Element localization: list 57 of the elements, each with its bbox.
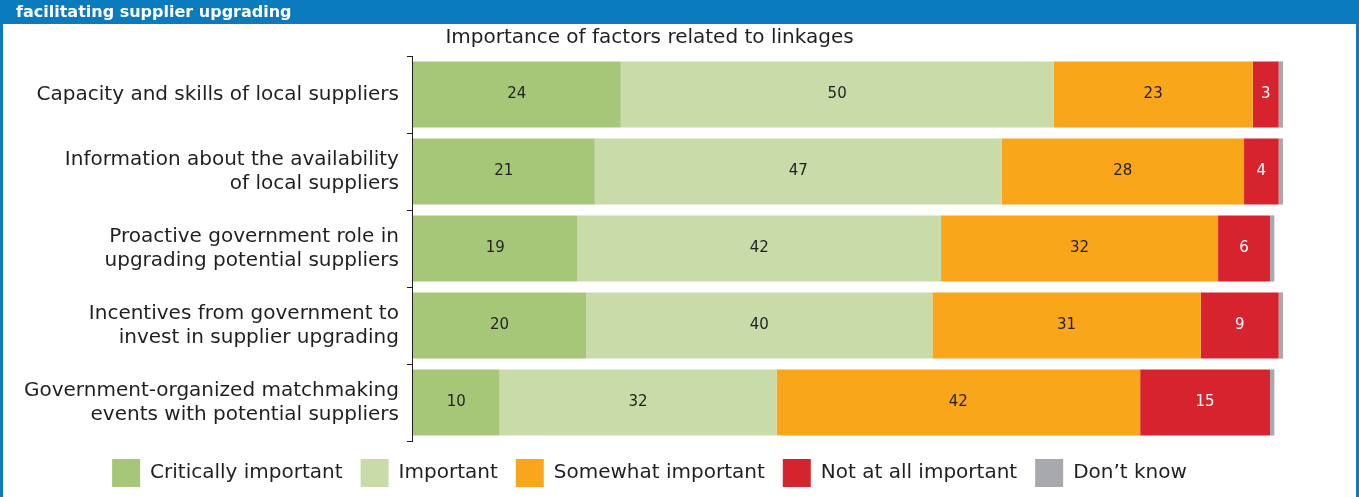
- text: facilitating supplier upgrading: [0, 0, 1359, 24]
- y-tick-label: Incentives from government to invest in supplier upgrading: [88, 299, 399, 348]
- data-label: 9: [1234, 315, 1245, 334]
- bar: [1053, 61, 1253, 128]
- data-label: 23: [1143, 84, 1163, 103]
- bar: [620, 61, 1054, 128]
- data-label: 15: [1195, 392, 1215, 411]
- legend-label: Not at all important: [820, 459, 1018, 484]
- y-tick-label: Information about the availability of local suppliers: [64, 145, 400, 194]
- data-label: 32: [628, 392, 648, 411]
- data-label: 21: [494, 161, 514, 180]
- data-label: 31: [1057, 315, 1077, 334]
- data-label: 6: [1239, 238, 1249, 257]
- chart-title: Importance of factors related to linkages: [445, 24, 854, 49]
- data-label: 50: [827, 84, 847, 103]
- bar: [412, 61, 621, 128]
- bar: [412, 369, 500, 436]
- data-label: 10: [446, 392, 466, 411]
- data-label: 20: [489, 315, 510, 334]
- y-tick-label: Capacity and skills of local suppliers: [36, 80, 399, 105]
- legend-label: Somewhat important: [553, 459, 765, 484]
- bar: [1001, 138, 1245, 205]
- bar: [776, 369, 1141, 436]
- bar: [1278, 292, 1283, 359]
- bar: [1200, 292, 1279, 359]
- data-label: 4: [1256, 161, 1267, 180]
- data-label: 24: [507, 84, 527, 103]
- data-label: 3: [1260, 84, 1271, 103]
- data-label: 19: [485, 238, 505, 257]
- bar: [932, 292, 1201, 359]
- data-label: 28: [1113, 161, 1133, 180]
- data-label: 42: [948, 392, 968, 411]
- bar: [1270, 215, 1275, 282]
- bar: [594, 138, 1002, 205]
- bar: [1278, 138, 1283, 205]
- bar: [412, 215, 578, 282]
- bar: [1218, 215, 1271, 282]
- bar: [941, 215, 1219, 282]
- data-label: 32: [1070, 238, 1090, 257]
- bar: [412, 138, 595, 205]
- data-label: 47: [788, 161, 808, 180]
- legend-label: Don’t know: [1073, 459, 1187, 484]
- data-label: 40: [749, 315, 769, 334]
- bar: [577, 215, 942, 282]
- bar: [499, 369, 777, 436]
- bar: [1244, 138, 1279, 205]
- bar: [1278, 61, 1283, 128]
- bar: [1252, 61, 1279, 128]
- bar: [412, 292, 587, 359]
- y-tick-label: Government-organized matchmaking events with potential suppliers: [23, 376, 399, 425]
- data-label: 42: [749, 238, 769, 257]
- bar: [586, 292, 933, 359]
- y-tick-label: Proactive government role in upgrading potential suppliers: [104, 222, 399, 271]
- bar: [1270, 369, 1275, 436]
- bar: [1140, 369, 1271, 436]
- legend-label: Critically important: [150, 459, 343, 484]
- legend-label: Important: [398, 459, 498, 484]
